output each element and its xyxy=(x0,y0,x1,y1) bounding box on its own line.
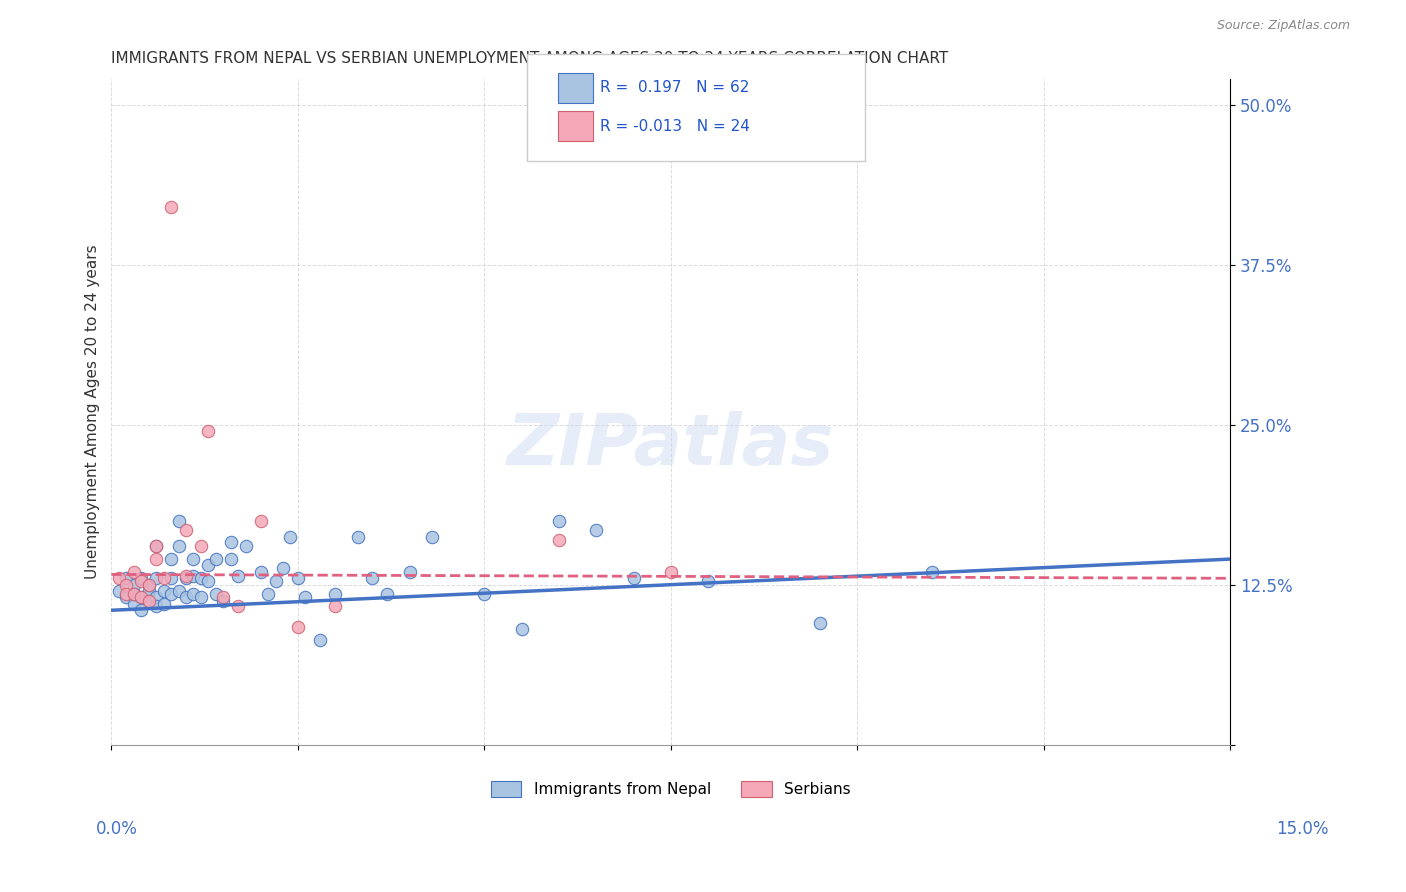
Text: R = -0.013   N = 24: R = -0.013 N = 24 xyxy=(600,120,751,134)
Point xyxy=(160,200,183,214)
Point xyxy=(115,577,138,591)
Point xyxy=(212,594,235,608)
Point xyxy=(138,577,160,591)
Point xyxy=(294,591,316,605)
Point xyxy=(257,587,280,601)
Point xyxy=(205,587,228,601)
Point xyxy=(197,558,219,573)
Point xyxy=(377,587,399,601)
Point xyxy=(323,587,346,601)
Point xyxy=(129,574,152,588)
Point xyxy=(183,587,205,601)
Point xyxy=(152,597,174,611)
Point xyxy=(190,591,212,605)
Point xyxy=(152,584,174,599)
Point xyxy=(361,571,384,585)
Point xyxy=(190,539,212,553)
Point xyxy=(160,571,183,585)
Point xyxy=(145,571,167,585)
Point xyxy=(122,597,145,611)
Point xyxy=(138,594,160,608)
Point xyxy=(167,584,190,599)
Point xyxy=(264,574,287,588)
Point xyxy=(160,587,183,601)
Point xyxy=(548,514,571,528)
Legend: Immigrants from Nepal, Serbians: Immigrants from Nepal, Serbians xyxy=(485,775,856,804)
Text: 0.0%: 0.0% xyxy=(96,820,138,838)
Point xyxy=(174,571,197,585)
Point xyxy=(280,530,302,544)
Text: 15.0%: 15.0% xyxy=(1277,820,1329,838)
Point xyxy=(808,615,831,630)
Point xyxy=(108,584,131,599)
Text: Source: ZipAtlas.com: Source: ZipAtlas.com xyxy=(1216,19,1350,31)
Point xyxy=(510,623,533,637)
Point xyxy=(309,632,332,647)
Point xyxy=(585,523,607,537)
Point xyxy=(115,587,138,601)
Point xyxy=(346,530,368,544)
Point xyxy=(219,552,242,566)
Point xyxy=(129,603,152,617)
Point xyxy=(197,424,219,438)
Point xyxy=(226,568,249,582)
Point xyxy=(138,577,160,591)
Text: ZIPatlas: ZIPatlas xyxy=(508,410,835,480)
Point xyxy=(226,599,249,614)
Point xyxy=(249,565,271,579)
Point xyxy=(398,565,420,579)
Text: IMMIGRANTS FROM NEPAL VS SERBIAN UNEMPLOYMENT AMONG AGES 20 TO 24 YEARS CORRELAT: IMMIGRANTS FROM NEPAL VS SERBIAN UNEMPLO… xyxy=(111,51,949,66)
Point xyxy=(129,591,152,605)
Point xyxy=(122,577,145,591)
Point xyxy=(145,539,167,553)
Point xyxy=(183,552,205,566)
Point xyxy=(249,514,271,528)
Point xyxy=(472,587,495,601)
Point xyxy=(323,599,346,614)
Point xyxy=(623,571,645,585)
Point xyxy=(115,591,138,605)
Point xyxy=(167,539,190,553)
Y-axis label: Unemployment Among Ages 20 to 24 years: Unemployment Among Ages 20 to 24 years xyxy=(86,244,100,579)
Point xyxy=(921,565,943,579)
Point xyxy=(697,574,720,588)
Point xyxy=(174,523,197,537)
Point xyxy=(108,571,131,585)
Point xyxy=(122,587,145,601)
Point xyxy=(122,587,145,601)
Point xyxy=(115,571,138,585)
Point xyxy=(145,591,167,605)
Point xyxy=(287,571,309,585)
Point xyxy=(197,574,219,588)
Point xyxy=(160,552,183,566)
Point xyxy=(548,533,571,547)
Point xyxy=(122,565,145,579)
Point xyxy=(219,535,242,549)
Point xyxy=(205,552,228,566)
Point xyxy=(420,530,443,544)
Point xyxy=(659,565,682,579)
Point xyxy=(129,591,152,605)
Point xyxy=(145,552,167,566)
Text: R =  0.197   N = 62: R = 0.197 N = 62 xyxy=(600,80,749,95)
Point xyxy=(129,571,152,585)
Point xyxy=(145,599,167,614)
Point xyxy=(138,594,160,608)
Point xyxy=(287,620,309,634)
Point xyxy=(235,539,257,553)
Point xyxy=(145,539,167,553)
Point xyxy=(212,591,235,605)
Point xyxy=(174,591,197,605)
Point xyxy=(183,568,205,582)
Point xyxy=(190,571,212,585)
Point xyxy=(167,514,190,528)
Point xyxy=(174,568,197,582)
Point xyxy=(271,561,294,575)
Point xyxy=(152,571,174,585)
Point xyxy=(138,584,160,599)
